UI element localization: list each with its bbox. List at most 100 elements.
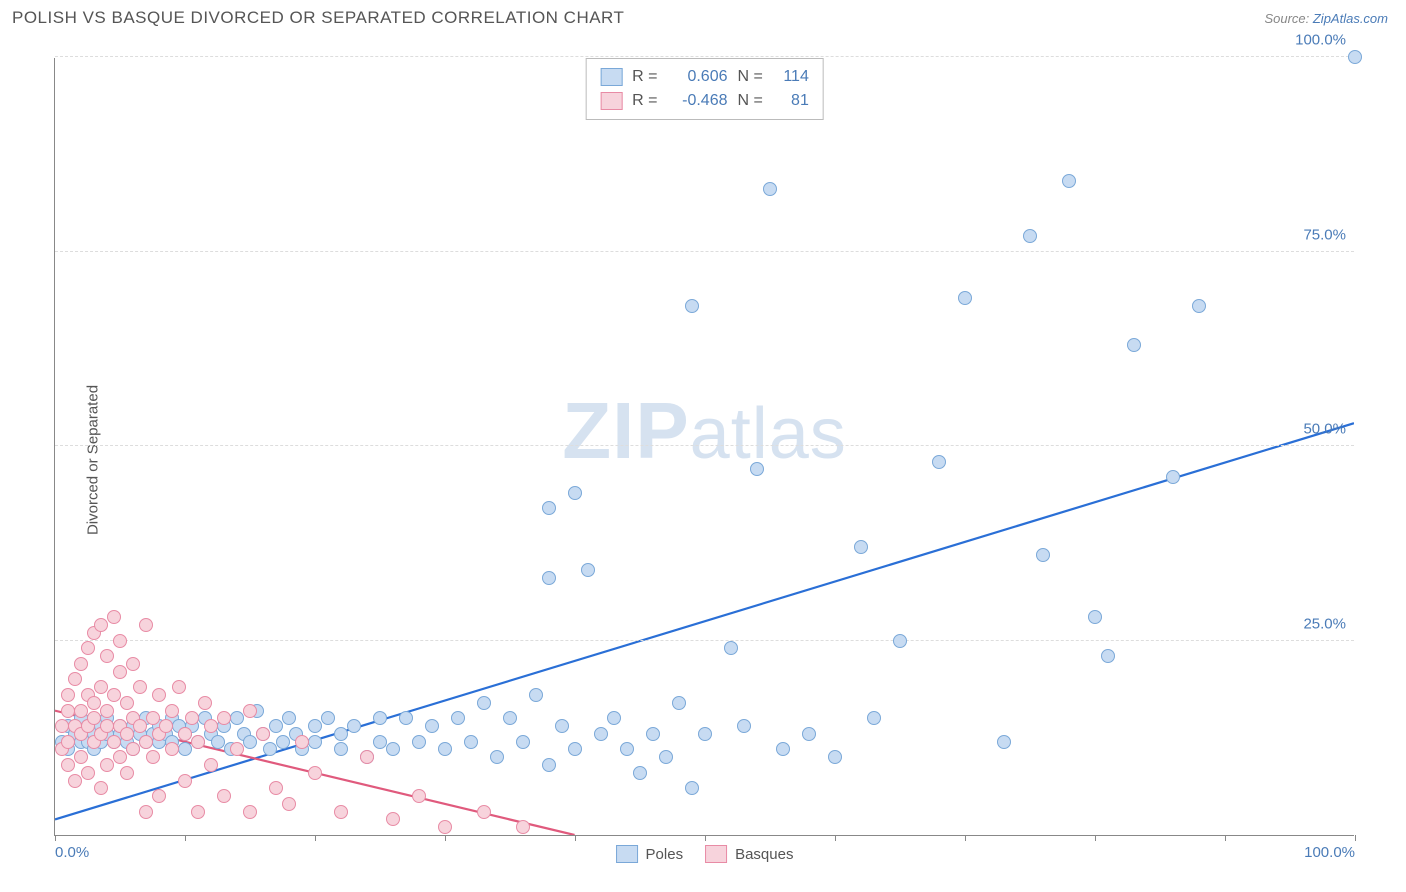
data-point [81, 641, 95, 655]
data-point [263, 742, 277, 756]
chart-title: POLISH VS BASQUE DIVORCED OR SEPARATED C… [12, 8, 624, 28]
chart-container: Divorced or Separated ZIPatlas R =0.606N… [12, 40, 1394, 880]
data-point [68, 672, 82, 686]
data-point [107, 610, 121, 624]
data-point [386, 742, 400, 756]
data-point [113, 750, 127, 764]
data-point [204, 758, 218, 772]
data-point [516, 735, 530, 749]
legend-r-value: -0.468 [668, 89, 728, 113]
grid-line [55, 445, 1354, 446]
watermark: ZIPatlas [562, 385, 847, 477]
data-point [997, 735, 1011, 749]
data-point [61, 704, 75, 718]
data-point [308, 766, 322, 780]
data-point [958, 291, 972, 305]
data-point [152, 789, 166, 803]
data-point [347, 719, 361, 733]
data-point [763, 182, 777, 196]
legend-item-label: Basques [735, 846, 793, 863]
data-point [87, 696, 101, 710]
source-link[interactable]: ZipAtlas.com [1313, 11, 1388, 26]
data-point [828, 750, 842, 764]
data-point [146, 711, 160, 725]
legend-swatch [600, 68, 622, 86]
data-point [159, 719, 173, 733]
x-tick [1355, 835, 1356, 841]
source-prefix: Source: [1264, 11, 1312, 26]
y-tick-label: 100.0% [1295, 32, 1346, 49]
data-point [55, 719, 69, 733]
data-point [178, 774, 192, 788]
data-point [120, 766, 134, 780]
data-point [165, 704, 179, 718]
x-tick-label: 100.0% [1304, 844, 1355, 861]
data-point [685, 781, 699, 795]
grid-line [55, 251, 1354, 252]
data-point [133, 719, 147, 733]
legend-series: PolesBasques [616, 845, 794, 863]
data-point [269, 781, 283, 795]
data-point [568, 486, 582, 500]
data-point [620, 742, 634, 756]
data-point [1023, 229, 1037, 243]
data-point [276, 735, 290, 749]
data-point [334, 742, 348, 756]
data-point [464, 735, 478, 749]
data-point [659, 750, 673, 764]
data-point [107, 735, 121, 749]
data-point [529, 688, 543, 702]
data-point [113, 634, 127, 648]
legend-n-value: 81 [773, 89, 809, 113]
data-point [178, 742, 192, 756]
data-point [1101, 649, 1115, 663]
data-point [282, 797, 296, 811]
legend-r-label: R = [632, 65, 657, 89]
data-point [100, 758, 114, 772]
x-tick [1225, 835, 1226, 841]
x-tick [705, 835, 706, 841]
data-point [120, 696, 134, 710]
x-tick [445, 835, 446, 841]
data-point [74, 657, 88, 671]
data-point [672, 696, 686, 710]
data-point [516, 820, 530, 834]
data-point [139, 618, 153, 632]
data-point [1192, 299, 1206, 313]
data-point [399, 711, 413, 725]
plot-area: ZIPatlas R =0.606N =114R =-0.468N =81 Po… [54, 58, 1354, 836]
data-point [854, 540, 868, 554]
data-point [685, 299, 699, 313]
data-point [412, 735, 426, 749]
data-point [373, 735, 387, 749]
data-point [139, 805, 153, 819]
data-point [568, 742, 582, 756]
data-point [172, 680, 186, 694]
data-point [243, 805, 257, 819]
data-point [581, 563, 595, 577]
data-point [503, 711, 517, 725]
data-point [321, 711, 335, 725]
data-point [61, 688, 75, 702]
data-point [295, 735, 309, 749]
data-point [126, 742, 140, 756]
data-point [438, 820, 452, 834]
trend-lines [55, 58, 1354, 835]
data-point [1088, 610, 1102, 624]
data-point [191, 735, 205, 749]
y-tick-label: 75.0% [1303, 226, 1346, 243]
data-point [94, 680, 108, 694]
data-point [100, 704, 114, 718]
data-point [646, 727, 660, 741]
data-point [243, 735, 257, 749]
trend-line [55, 423, 1354, 819]
data-point [412, 789, 426, 803]
data-point [230, 711, 244, 725]
data-point [724, 641, 738, 655]
watermark-rest: atlas [690, 394, 847, 474]
data-point [178, 727, 192, 741]
data-point [81, 766, 95, 780]
source-attribution: Source: ZipAtlas.com [1264, 11, 1388, 26]
data-point [373, 711, 387, 725]
data-point [1348, 50, 1362, 64]
